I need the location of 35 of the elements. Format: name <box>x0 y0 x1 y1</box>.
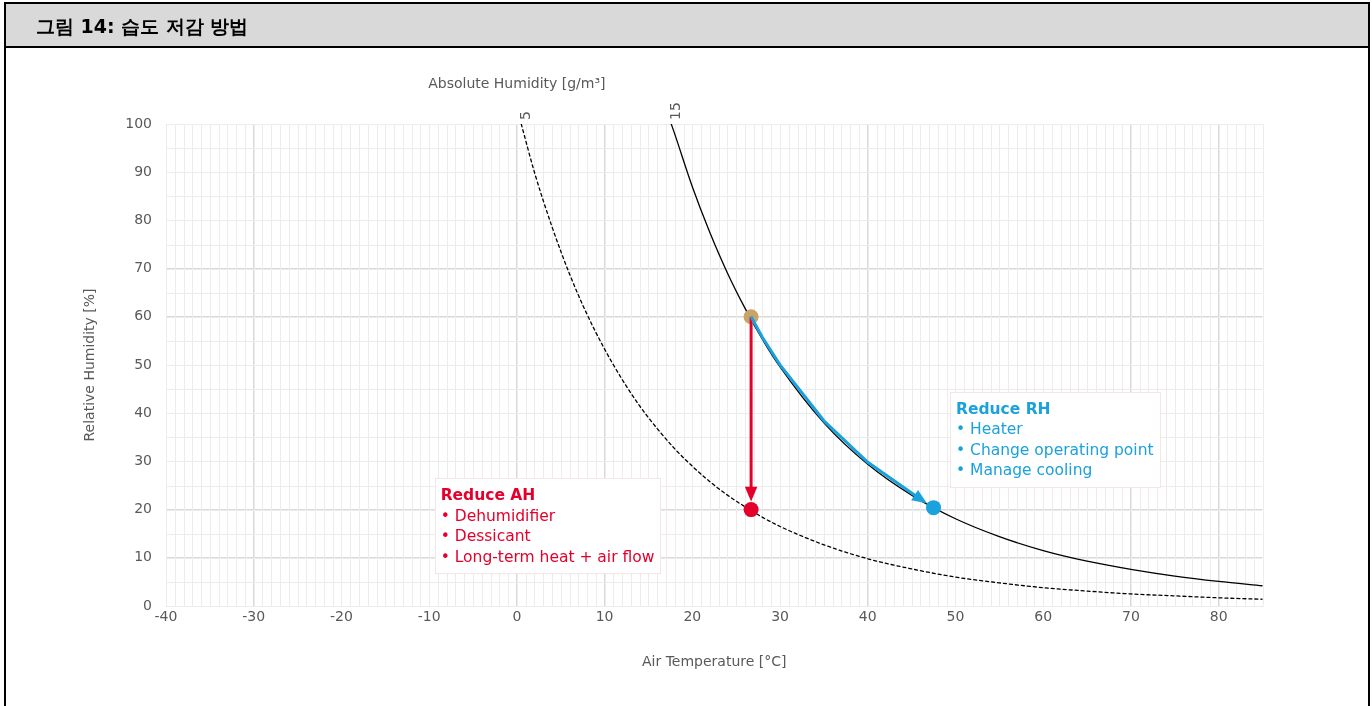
y-tick-label: 50 <box>134 355 152 372</box>
point <box>743 502 759 518</box>
y-tick-label: 10 <box>134 548 152 565</box>
x-tick-label: 0 <box>512 608 522 625</box>
y-tick-label: 30 <box>134 452 152 469</box>
x-tick-label: 10 <box>595 608 614 625</box>
x-tick-label: 70 <box>1122 608 1140 625</box>
x-tick-label: 50 <box>946 608 965 625</box>
annotation: Reduce AH • Dehumidifier • Dessicant • Long-term heat + air flow <box>434 478 662 575</box>
legend-title: Absolute Humidity [g/m³] <box>428 74 606 91</box>
text: 5 <box>516 111 533 120</box>
y-tick-label: 90 <box>134 162 152 179</box>
y-tick-label: 20 <box>134 500 152 517</box>
y-tick-label: 100 <box>125 114 152 131</box>
y-tick-label: 40 <box>134 403 152 420</box>
point <box>926 500 942 516</box>
chart-title: 그림 14: 습도 저감 방법 <box>6 4 1368 48</box>
line-series <box>670 124 1263 587</box>
x-tick-label: -30 <box>242 608 266 625</box>
x-tick-label: 80 <box>1209 608 1228 625</box>
x-tick-label: 60 <box>1034 608 1053 625</box>
y-axis-title: Relative Humidity [%] <box>81 288 98 442</box>
annotation: Reduce RH • Heater • Change operating point • Manage cooling <box>949 391 1161 488</box>
x-tick-label: 40 <box>858 608 877 625</box>
y-tick-label: 70 <box>134 259 152 276</box>
x-tick-label: -20 <box>330 608 353 625</box>
x-axis-title: Air Temperature [°C] <box>641 653 787 670</box>
y-tick-label: 0 <box>143 596 152 613</box>
y-tick-label: 80 <box>134 211 152 228</box>
x-tick-label: 30 <box>771 608 789 625</box>
x-tick-label: -10 <box>417 608 441 625</box>
text: 15 <box>666 102 683 120</box>
x-tick-label: -40 <box>154 608 178 625</box>
y-tick-label: 60 <box>134 307 152 324</box>
x-tick-label: 20 <box>683 608 702 625</box>
